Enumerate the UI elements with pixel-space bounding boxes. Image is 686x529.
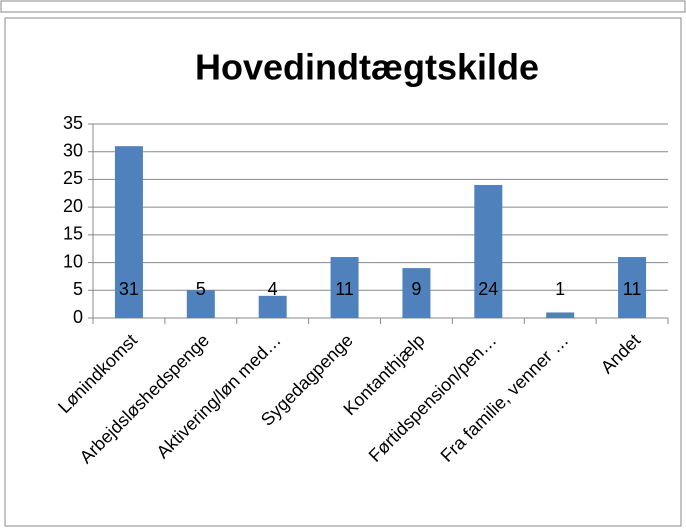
data-label: 1 [555,279,565,299]
data-label: 9 [411,279,421,299]
bar [474,184,503,318]
top-frame [0,0,686,13]
y-tick-label: 10 [63,251,83,271]
y-tick-label: 20 [63,196,83,216]
data-label: 4 [268,279,278,299]
data-label: 11 [335,279,354,299]
y-tick-label: 0 [73,307,83,327]
data-label: 11 [623,279,642,299]
bar [618,257,647,318]
data-label: 31 [119,279,139,299]
bar [258,295,287,318]
y-tick-label: 35 [63,113,83,133]
bar [186,290,215,318]
chart-title: Hovedindtægtskilde [195,47,539,88]
bar [546,312,575,318]
data-label: 24 [478,279,498,299]
bar [114,146,143,318]
y-tick-label: 5 [73,279,83,299]
bar [402,268,431,318]
y-tick-label: 15 [63,224,83,244]
data-label: 5 [196,279,206,299]
y-tick-label: 25 [63,168,83,188]
bar [330,257,359,318]
y-tick-label: 30 [63,140,83,160]
